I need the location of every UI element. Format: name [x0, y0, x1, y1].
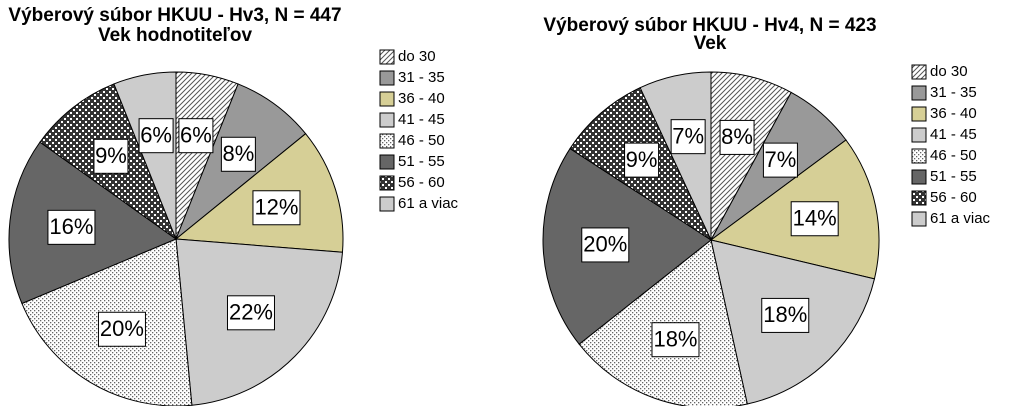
- data-label: 16%: [49, 214, 93, 239]
- chart-subtitle: Vek: [694, 33, 727, 54]
- legend-label: 61 a viac: [398, 195, 459, 212]
- label-box: [97, 311, 146, 347]
- data-label: 9%: [626, 147, 658, 172]
- legend-label: 41 - 45: [930, 126, 977, 143]
- legend-label: 31 - 35: [398, 69, 445, 86]
- data-label: 18%: [763, 302, 807, 327]
- label-box: [252, 190, 301, 226]
- legend-swatch: [911, 148, 927, 164]
- legend-label: do 30: [930, 63, 968, 80]
- legend-label: 56 - 60: [930, 189, 977, 206]
- legend-swatch: [379, 112, 395, 128]
- chart-subtitle: Vek hodnotiteľov: [98, 25, 252, 46]
- label-box: [93, 138, 129, 174]
- legend-swatch: [911, 127, 927, 143]
- legend-swatch: [911, 85, 927, 101]
- label-box: [670, 119, 706, 155]
- legend-swatch: [911, 190, 927, 206]
- legend-label: 36 - 40: [930, 105, 977, 122]
- label-box: [790, 201, 839, 237]
- label-box: [581, 227, 630, 263]
- legend-swatch: [379, 91, 395, 107]
- data-label: 7%: [765, 147, 797, 172]
- legend-swatch: [379, 175, 395, 191]
- data-label: 6%: [180, 123, 212, 148]
- legend-label: 46 - 50: [930, 147, 977, 164]
- legend-label: 41 - 45: [398, 111, 445, 128]
- legend-label: 61 a viac: [930, 210, 991, 227]
- label-box: [761, 297, 810, 333]
- data-label: 8%: [222, 141, 254, 166]
- data-label: 6%: [140, 123, 172, 148]
- label-box: [47, 209, 96, 245]
- legend-label: 31 - 35: [930, 84, 977, 101]
- legend-swatch: [911, 106, 927, 122]
- legend-swatch: [379, 49, 395, 65]
- legend-label: 56 - 60: [398, 174, 445, 191]
- legend-swatch: [911, 64, 927, 80]
- legend-swatch: [911, 211, 927, 227]
- legend-swatch: [379, 154, 395, 170]
- label-box: [719, 119, 755, 155]
- data-label: 20%: [583, 232, 627, 257]
- pie-slice: [113, 71, 177, 240]
- label-box: [624, 142, 660, 178]
- chart-title: Výberový súbor HKUU - Hv3, N = 447: [8, 5, 341, 26]
- data-label: 20%: [100, 316, 144, 341]
- data-label: 22%: [229, 300, 273, 325]
- data-label: 12%: [254, 195, 298, 220]
- data-label: 7%: [672, 123, 704, 148]
- legend-swatch: [379, 133, 395, 149]
- label-box: [651, 322, 700, 358]
- legend-label: 36 - 40: [398, 90, 445, 107]
- data-label: 9%: [95, 143, 127, 168]
- label-box: [178, 118, 214, 154]
- legend-swatch: [911, 169, 927, 185]
- data-label: 18%: [653, 327, 697, 352]
- legend-label: 51 - 55: [398, 153, 445, 170]
- chart-title: Výberový súbor HKUU - Hv4, N = 423: [543, 15, 876, 36]
- label-box: [220, 136, 256, 172]
- legend-label: 51 - 55: [930, 168, 977, 185]
- legend-label: do 30: [398, 48, 436, 65]
- data-label: 8%: [721, 124, 753, 149]
- label-box: [138, 118, 174, 154]
- legend-swatch: [379, 70, 395, 86]
- label-box: [226, 295, 275, 331]
- legend-label: 46 - 50: [398, 132, 445, 149]
- legend-swatch: [379, 196, 395, 212]
- label-box: [762, 142, 798, 178]
- data-label: 14%: [793, 206, 837, 231]
- pie-slice: [639, 71, 712, 241]
